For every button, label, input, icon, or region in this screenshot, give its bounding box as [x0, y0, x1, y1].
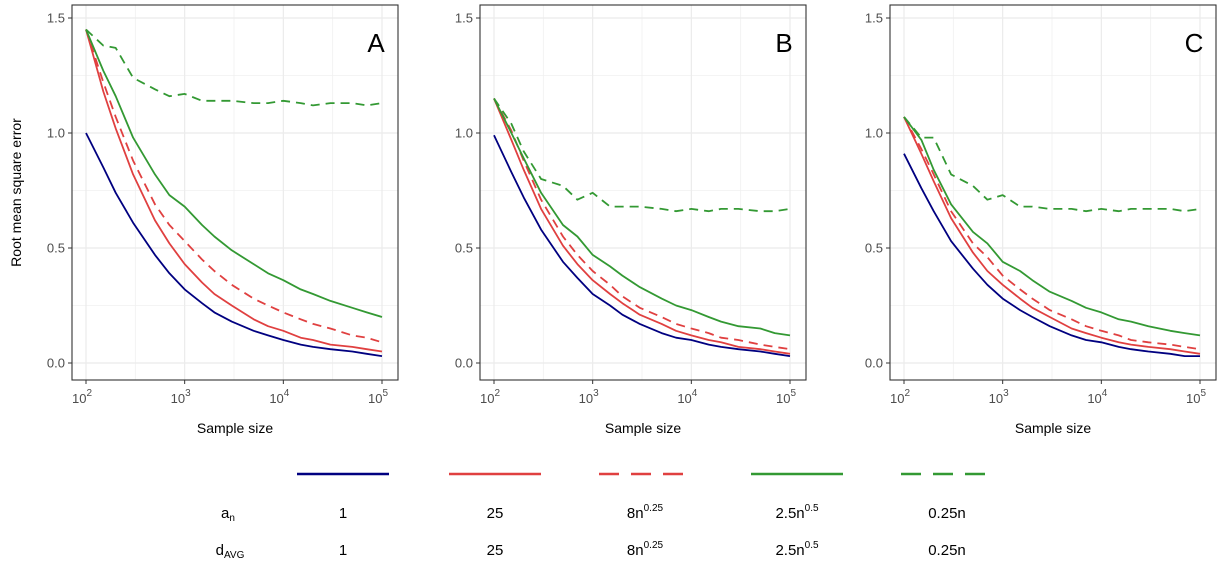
y-tick-label: 0.5 — [455, 241, 473, 256]
legend-davg-value-4: 2.5n0.5 — [775, 540, 819, 559]
x-axis-title: Sample size — [605, 420, 681, 436]
grid — [480, 5, 806, 380]
legend-an-value-5: 0.25n — [928, 505, 966, 522]
x-tick-label: 102 — [480, 388, 500, 406]
series-line-s5 — [493, 97, 791, 213]
x-tick-label: 104 — [677, 388, 697, 406]
series-line-s4 — [85, 29, 383, 318]
x-axis-title: Sample size — [1015, 420, 1091, 436]
y-tick-label: 1.0 — [865, 126, 883, 141]
y-tick-label: 1.5 — [455, 11, 473, 26]
legend: an dAVG 1 1 25 25 8n0.25 8n0.25 2.5n0.5 2.5n0.5 0.… — [216, 472, 993, 561]
panel-border — [479, 4, 807, 381]
y-tick-label: 1.5 — [865, 11, 883, 26]
x-tick-label: 103 — [171, 388, 191, 406]
grid — [72, 5, 398, 380]
panel-border — [889, 4, 1217, 381]
legend-davg-value-2: 25 — [487, 542, 504, 559]
panel-label: A — [367, 28, 385, 58]
legend-an-value-1: 1 — [339, 505, 347, 522]
x-tick-label: 102 — [890, 388, 910, 406]
x-tick-label: 105 — [368, 388, 388, 406]
x-axis-title: Sample size — [197, 420, 273, 436]
legend-row-label-davg: dAVG — [216, 542, 245, 561]
grid — [890, 5, 1216, 380]
series-line-s2 — [493, 98, 791, 355]
y-tick-label: 0.5 — [47, 241, 65, 256]
y-tick-label: 1.0 — [455, 126, 473, 141]
panel-c: 0.0 0.5 1.0 1.5 102 103 104 105 Sample size C — [865, 4, 1217, 436]
legend-davg-value-5: 0.25n — [928, 542, 966, 559]
series-line-s1 — [903, 153, 1200, 358]
panel-a: 0.0 0.5 1.0 1.5 102 103 104 105 Sample size Root … — [8, 4, 399, 436]
y-axis-title: Root mean square error — [8, 118, 24, 267]
legend-an-value-2: 25 — [487, 505, 504, 522]
x-tick-label: 103 — [989, 388, 1009, 406]
legend-davg-value-3: 8n0.25 — [627, 540, 664, 559]
x-tick-label: 102 — [72, 388, 92, 406]
series-line-s1 — [85, 132, 383, 357]
series-line-s3 — [903, 116, 1201, 351]
series-line-s3 — [493, 98, 791, 351]
series-line-s2 — [903, 116, 1201, 355]
legend-an-value-4: 2.5n0.5 — [775, 503, 819, 522]
y-tick-label: 0.5 — [865, 241, 883, 256]
panel-label: B — [775, 28, 792, 58]
x-tick-label: 105 — [776, 388, 796, 406]
legend-davg-value-1: 1 — [339, 542, 347, 559]
panel-b: 0.0 0.5 1.0 1.5 102 103 104 105 Sample size B — [455, 4, 807, 436]
panel-border — [71, 4, 399, 381]
series-line-s4 — [903, 116, 1201, 337]
legend-an-value-3: 8n0.25 — [627, 503, 664, 522]
x-tick-label: 104 — [1087, 388, 1107, 406]
series-line-s4 — [493, 98, 791, 337]
y-tick-label: 1.0 — [47, 126, 65, 141]
series-line-s2 — [85, 29, 383, 353]
series-line-s5 — [903, 116, 1201, 213]
y-tick-label: 0.0 — [47, 356, 65, 371]
x-tick-label: 104 — [269, 388, 289, 406]
y-tick-label: 0.0 — [865, 356, 883, 371]
y-tick-label: 0.0 — [455, 356, 473, 371]
series-line-s1 — [493, 134, 791, 357]
panel-label: C — [1185, 28, 1204, 58]
x-tick-label: 105 — [1186, 388, 1206, 406]
series-line-s3 — [85, 29, 383, 344]
series-line-s5 — [85, 28, 383, 107]
y-tick-label: 1.5 — [47, 11, 65, 26]
x-tick-label: 103 — [579, 388, 599, 406]
legend-row-label-an: an — [221, 505, 235, 524]
